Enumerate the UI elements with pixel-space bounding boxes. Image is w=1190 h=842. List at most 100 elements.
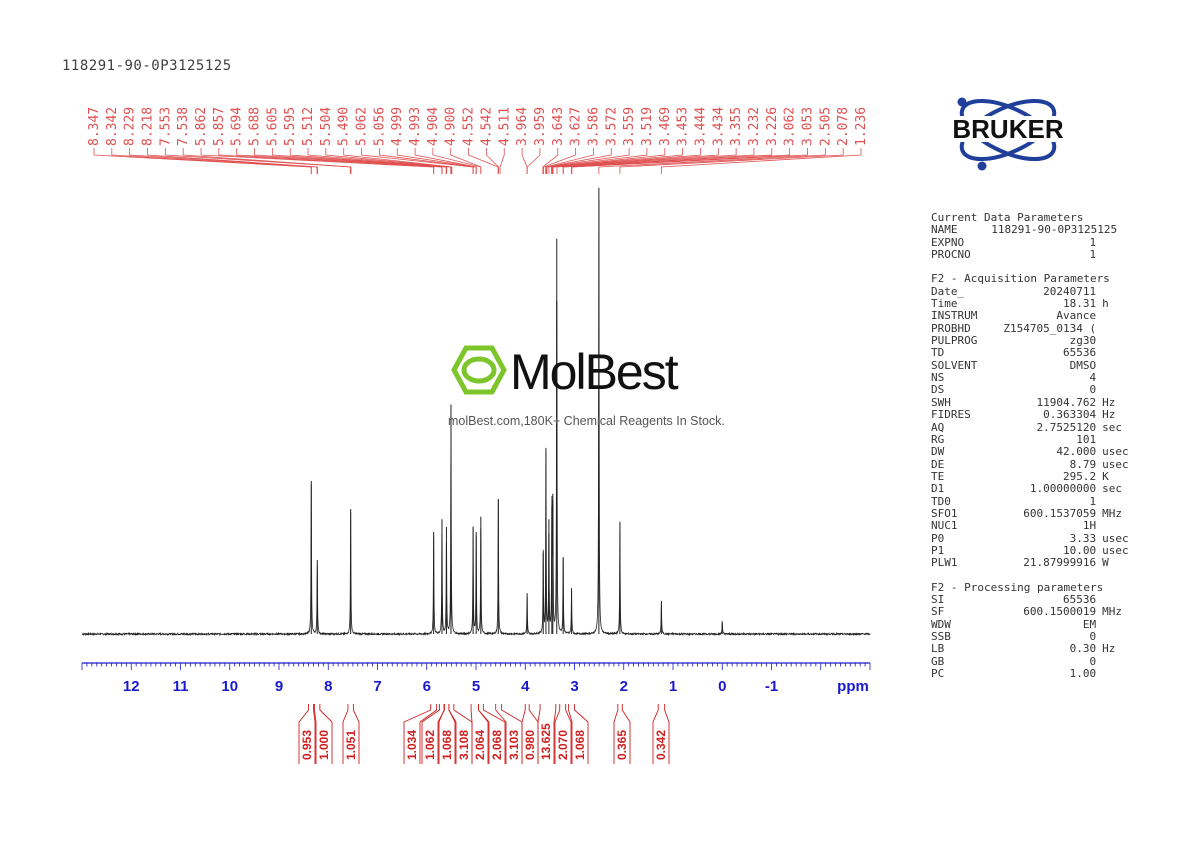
- parameter-key: Time: [931, 297, 958, 311]
- parameter-row: NS 4: [931, 371, 1139, 385]
- parameter-value: 4: [1089, 371, 1097, 385]
- parameter-row: SF 600.1500019 MHz: [931, 605, 1139, 619]
- parameter-unit: [1096, 310, 1139, 322]
- parameter-unit: [1096, 656, 1139, 668]
- peak-connector: [545, 148, 612, 174]
- parameter-key: P1: [931, 543, 945, 557]
- integral-bracket: [537, 704, 557, 764]
- integral-bracket: [403, 704, 438, 764]
- parameter-row: FIDRES 0.363304 Hz: [931, 408, 1139, 422]
- parameter-row: PROBHD Z154705_0134 (: [931, 321, 1139, 335]
- parameter-unit: [1096, 384, 1139, 396]
- parameter-unit: [1096, 335, 1139, 347]
- peak-connector: [325, 148, 452, 174]
- parameter-row: WDW EM: [931, 617, 1139, 631]
- integral-value: 1.051: [344, 730, 358, 760]
- parameter-row: P0 3.33 usec: [931, 532, 1139, 545]
- peak-connector: [254, 148, 443, 174]
- parameter-value: DMSO: [1069, 358, 1097, 372]
- parameter-key: SF: [931, 605, 945, 619]
- peak-connector: [414, 148, 477, 174]
- hexagon-icon: [451, 345, 507, 395]
- parameter-value: zg30: [1069, 334, 1097, 348]
- integral-region: 0.953: [298, 704, 316, 764]
- peak-connector: [551, 148, 666, 174]
- parameter-row: DW 42.000 usec: [931, 445, 1139, 459]
- parameter-unit: [1097, 224, 1139, 236]
- parameter-key: DE: [931, 457, 945, 471]
- peak-connector: [571, 148, 808, 174]
- parameter-key: AQ: [931, 420, 945, 434]
- integral-layer: 0.953 1.000 1.051 1.034 1.062 1.068 3.108 2.064…: [298, 704, 670, 764]
- parameter-key: SOLVENT: [931, 358, 978, 372]
- section-title: F2 - Acquisition Parameters: [931, 272, 1110, 286]
- parameter-unit: Hz: [1102, 408, 1116, 422]
- tick-label: 9: [275, 678, 283, 695]
- parameter-value: 21.87999916: [1023, 556, 1097, 570]
- peak-connector: [521, 148, 528, 174]
- parameter-value: EM: [1082, 617, 1097, 631]
- parameter-key: SFO1: [931, 506, 958, 520]
- parameter-value: 1.00: [1069, 667, 1097, 681]
- parameter-row: SFO1 600.1537059 MHz: [931, 506, 1139, 520]
- integral-bracket: [652, 704, 670, 764]
- parameter-value: 42.000: [1056, 445, 1097, 459]
- integral-region: 1.034: [403, 704, 438, 764]
- x-axis-label: ppm: [837, 678, 869, 695]
- peak-label: 5.062: [355, 107, 370, 146]
- parameter-unit: K: [1102, 469, 1109, 483]
- peak-connector: [619, 148, 844, 174]
- peak-label: 5.694: [230, 107, 245, 146]
- peak-connector: [545, 148, 594, 174]
- peak-connector: [147, 148, 318, 174]
- parameter-row: P1 10.00 usec: [931, 543, 1139, 557]
- parameter-row: LB 0.30 Hz: [931, 642, 1139, 656]
- parameter-key: EXPNO: [931, 235, 965, 249]
- parameter-row: INSTRUM Avance: [931, 310, 1139, 323]
- parameter-row: SI 65536: [931, 593, 1139, 606]
- peak-connector: [556, 148, 737, 174]
- integral-value: 1.068: [573, 730, 587, 760]
- parameter-row: D1 1.00000000 sec: [931, 482, 1139, 495]
- tick-label: 3: [570, 678, 578, 695]
- peak-label: 3.572: [604, 107, 619, 146]
- parameter-unit: [1096, 520, 1139, 532]
- peak-label: 4.542: [479, 107, 494, 146]
- parameter-unit: Hz: [1102, 642, 1116, 656]
- peak-connector: [93, 148, 312, 174]
- parameter-value: 0: [1089, 654, 1097, 668]
- tick-label: 1: [669, 678, 677, 695]
- parameter-unit: [1096, 323, 1139, 335]
- tick-label: 2: [620, 678, 628, 695]
- peak-label: 5.595: [283, 107, 298, 146]
- peak-label: 8.218: [141, 107, 156, 146]
- peak-connector: [343, 148, 453, 174]
- integral-bracket: [478, 704, 506, 764]
- parameter-value: 118291-90-0P3125125: [991, 223, 1118, 237]
- parameter-key: TD0: [931, 494, 951, 508]
- peak-label: 3.053: [800, 107, 815, 146]
- parameter-unit: [1096, 360, 1139, 372]
- integral-value: 2.068: [490, 730, 504, 760]
- parameter-unit: MHz: [1102, 605, 1122, 619]
- parameter-value: 2.7525120: [1036, 420, 1097, 434]
- integral-value: 1.062: [423, 730, 437, 760]
- parameter-row: PULPROG zg30: [931, 334, 1139, 348]
- integral-region: 1.051: [342, 704, 360, 764]
- parameter-unit: [1096, 619, 1139, 631]
- peak-label: 4.904: [426, 107, 441, 146]
- parameter-unit: h: [1102, 297, 1109, 311]
- integral-bracket: [342, 704, 360, 764]
- watermark-brand-name: MolBest: [510, 344, 679, 400]
- peak-label: 2.505: [818, 107, 833, 146]
- parameter-key: PROBHD: [931, 321, 971, 335]
- parameter-row: TD0 1: [931, 494, 1139, 508]
- parameter-unit: usec: [1102, 457, 1129, 471]
- parameter-key: TE: [931, 469, 945, 483]
- peak-label: 5.504: [319, 107, 334, 146]
- parameter-row: TD 65536: [931, 347, 1139, 360]
- parameter-value: 600.1537059: [1023, 506, 1097, 520]
- integral-bracket: [298, 704, 316, 764]
- integral-bracket: [554, 704, 572, 764]
